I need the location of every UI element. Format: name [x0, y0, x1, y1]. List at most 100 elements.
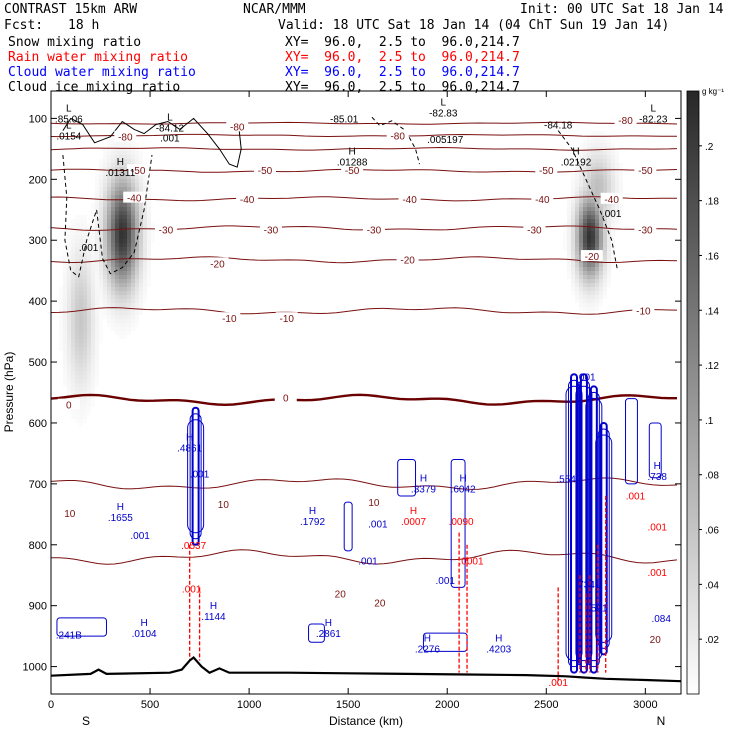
ice-cell — [127, 175, 131, 179]
ice-cell — [127, 283, 131, 287]
ice-cell — [131, 259, 135, 263]
ice-cell — [135, 175, 139, 179]
ice-cell — [63, 279, 67, 283]
ice-cell — [115, 143, 119, 147]
ice-cell — [115, 331, 119, 335]
ice-cell — [611, 247, 615, 251]
colorbar-cell — [687, 657, 699, 659]
ice-cell — [87, 327, 91, 331]
ice-cell — [599, 283, 603, 287]
ice-cell — [79, 339, 83, 343]
ice-cell — [571, 239, 575, 243]
ice-cell — [103, 175, 107, 179]
ice-cell — [87, 331, 91, 335]
colorbar-cell — [687, 167, 699, 169]
extremum-value: .0537 — [181, 541, 206, 552]
ice-cell — [79, 379, 83, 383]
ice-cell — [75, 367, 79, 371]
ice-cell — [71, 319, 75, 323]
colorbar-cell — [687, 173, 699, 175]
ice-cell — [67, 295, 71, 299]
ice-cell — [139, 187, 143, 191]
ice-cell — [139, 239, 143, 243]
colorbar-cell — [687, 335, 699, 337]
cloud-water-core — [187, 419, 205, 534]
ice-cell — [563, 235, 567, 239]
ice-cell — [71, 375, 75, 379]
ice-cell — [111, 307, 115, 311]
colorbar-cell — [687, 261, 699, 263]
colorbar-cell — [687, 499, 699, 501]
extremum-value: .7341 — [575, 580, 600, 591]
ice-cell — [71, 387, 75, 391]
cloud-water-core — [191, 406, 200, 546]
ice-cell — [83, 383, 87, 387]
ice-cell — [587, 143, 591, 147]
ice-cell — [615, 223, 619, 227]
ice-cell — [107, 259, 111, 263]
ice-cell — [79, 331, 83, 335]
ice-cell — [63, 367, 67, 371]
ice-cell — [607, 171, 611, 175]
colorbar-cell — [687, 545, 699, 547]
colorbar-cell — [687, 497, 699, 499]
ice-cell — [87, 343, 91, 347]
ice-cell — [119, 271, 123, 275]
ice-cell — [615, 171, 619, 175]
ice-cell — [115, 195, 119, 199]
ice-cell — [567, 231, 571, 235]
colorbar-cell — [687, 267, 699, 269]
ice-cell — [103, 251, 107, 255]
ice-cell — [83, 283, 87, 287]
colorbar-cell — [687, 417, 699, 419]
ice-cell — [575, 167, 579, 171]
extremum-value: .001 — [576, 373, 596, 384]
label-mask — [368, 596, 391, 608]
ice-cell — [575, 175, 579, 179]
extremum-value: .6042 — [451, 485, 476, 496]
ice-cell — [103, 267, 107, 271]
ice-cell — [147, 183, 151, 187]
ice-cell — [75, 263, 79, 267]
ice-cell — [91, 311, 95, 315]
colorbar-cell — [687, 331, 699, 333]
colorbar-cell — [687, 535, 699, 537]
ice-cell — [607, 243, 611, 247]
extremum-mark: H — [654, 461, 661, 472]
colorbar-tick-label: .16 — [705, 251, 719, 262]
cloud-water-contour — [397, 459, 417, 497]
ice-cell — [603, 179, 607, 183]
colorbar-cell — [687, 597, 699, 599]
colorbar-tick-label: .02 — [705, 635, 719, 646]
ice-cell — [107, 191, 111, 195]
ice-cell — [147, 211, 151, 215]
colorbar-cell — [687, 325, 699, 327]
ice-cell — [583, 183, 587, 187]
ice-cell — [111, 303, 115, 307]
colorbar-cell — [687, 583, 699, 585]
ice-cell — [91, 299, 95, 303]
ice-cell — [607, 283, 611, 287]
colorbar-cell — [687, 319, 699, 321]
colorbar-cell — [687, 587, 699, 589]
ice-cell — [119, 207, 123, 211]
ice-cell — [135, 275, 139, 279]
extremum-mark: H — [309, 506, 316, 517]
ice-cell — [59, 343, 63, 347]
ice-cell — [75, 227, 79, 231]
ice-cell — [147, 263, 151, 267]
colorbar-cell — [687, 233, 699, 235]
ice-cell — [87, 347, 91, 351]
ice-cell — [595, 203, 599, 207]
ice-cell — [107, 231, 111, 235]
ice-cell — [67, 231, 71, 235]
colorbar-cell — [687, 203, 699, 205]
label-mask — [218, 312, 241, 324]
colorbar-cell — [687, 175, 699, 177]
extremum-value: -84.18 — [544, 121, 573, 132]
ice-cell — [83, 411, 87, 415]
ice-cell — [123, 267, 127, 271]
ice-cell — [143, 255, 147, 259]
extremum-value: .084 — [651, 614, 671, 625]
ice-cell — [79, 367, 83, 371]
